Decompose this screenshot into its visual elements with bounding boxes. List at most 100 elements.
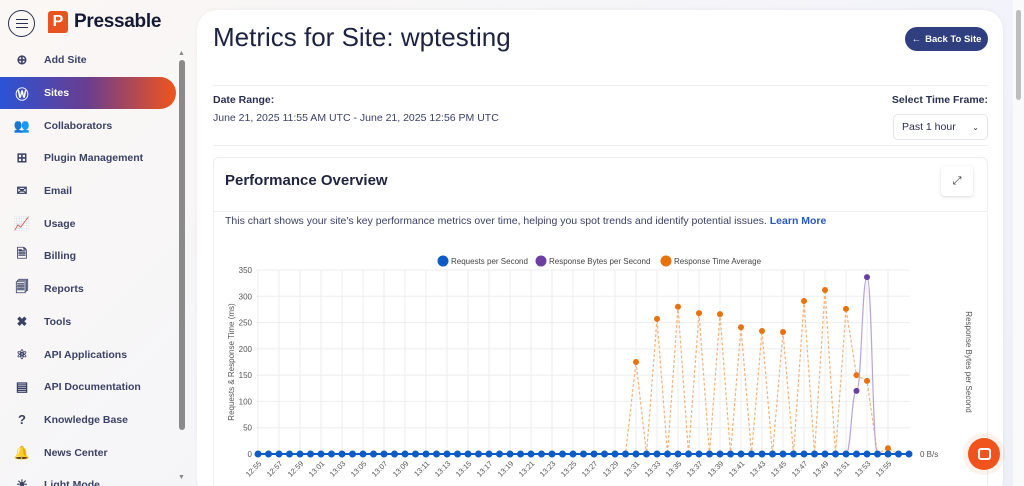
- panel-title: Performance Overview: [225, 172, 388, 189]
- divider: [214, 211, 987, 212]
- x-tick-label: 13:11: [412, 459, 431, 478]
- sidebar-item-billing[interactable]: 🗎 Billing: [0, 240, 178, 273]
- page-title: Metrics for Site: wptesting: [213, 22, 511, 52]
- book-icon: ▤: [15, 379, 29, 395]
- scroll-down-icon[interactable]: ▼: [178, 474, 185, 481]
- data-point: [863, 450, 871, 458]
- expand-button[interactable]: ⤢: [941, 166, 973, 196]
- data-point: [338, 450, 346, 458]
- x-tick-label: 13:43: [748, 459, 768, 479]
- hamburger-icon: [15, 22, 28, 25]
- x-tick-label: 13:41: [727, 459, 747, 479]
- y-tick-label: 100: [239, 397, 253, 406]
- data-point: [559, 450, 566, 458]
- menu-toggle-button[interactable]: [8, 10, 35, 37]
- sidebar-item-email[interactable]: ✉ Email: [0, 175, 178, 208]
- scroll-up-icon[interactable]: ▲: [178, 50, 185, 57]
- data-point: [296, 450, 304, 458]
- x-tick-label: 13:01: [307, 459, 327, 479]
- x-tick-label: 13:55: [874, 459, 894, 479]
- tools-icon: ✖: [16, 313, 28, 329]
- data-point: [843, 305, 849, 312]
- data-point: [832, 450, 839, 458]
- data-point: [380, 450, 388, 458]
- sidebar-item-light-mode[interactable]: ☀ Light Mode: [0, 469, 178, 486]
- data-point: [538, 450, 545, 458]
- chat-button[interactable]: [968, 438, 1000, 470]
- invoice-icon: 🗎: [16, 246, 28, 262]
- page-scroll-thumb[interactable]: [1016, 10, 1021, 100]
- x-tick-label: 13:03: [328, 459, 348, 479]
- data-point: [717, 311, 723, 318]
- x-tick-label: 13:09: [391, 459, 411, 479]
- sidebar-item-plugin-management[interactable]: ⊞ Plugin Management: [0, 142, 178, 175]
- data-point: [874, 450, 881, 458]
- data-point: [454, 450, 461, 458]
- sidebar-item-add-site[interactable]: ⊕ Add Site: [0, 44, 178, 77]
- x-tick-label: 13:33: [643, 459, 663, 479]
- sidebar-item-knowledge-base[interactable]: ? Knowledge Base: [0, 404, 178, 437]
- sidebar-item-sites[interactable]: Ⓦ Sites: [0, 76, 176, 110]
- data-point: [769, 450, 776, 458]
- sidebar-item-tools[interactable]: ✖ Tools: [0, 306, 178, 339]
- learn-more-link[interactable]: Learn More: [769, 215, 827, 227]
- data-point: [675, 303, 681, 310]
- sidebar-item-collaborators[interactable]: 👥 Collaborators: [0, 109, 178, 142]
- sidebar-scroll-thumb[interactable]: [179, 60, 185, 430]
- sidebar-item-label: Plugin Management: [44, 152, 144, 165]
- data-point: [622, 450, 629, 458]
- data-point: [695, 450, 703, 458]
- back-to-site-button[interactable]: ← Back To Site: [905, 27, 988, 51]
- data-point: [737, 450, 745, 458]
- data-point: [884, 450, 892, 458]
- sidebar-item-api-documentation[interactable]: ▤ API Documentation: [0, 371, 178, 404]
- data-point: [412, 450, 419, 458]
- data-point: [317, 450, 325, 458]
- report-icon: 🗐: [15, 279, 29, 295]
- data-point: [590, 450, 598, 458]
- data-point: [853, 450, 860, 458]
- y-tick-label: 350: [239, 266, 253, 275]
- date-range-value: June 21, 2025 11:55 AM UTC - June 21, 20…: [213, 112, 499, 124]
- sidebar-item-label: Usage: [44, 217, 76, 230]
- x-tick-label: 13:49: [811, 459, 831, 479]
- sidebar: P Pressable ⊕ Add Site Ⓦ Sites 👥 Collaborator…: [0, 0, 190, 486]
- data-point: [632, 450, 640, 458]
- data-point: [811, 450, 818, 458]
- x-tick-label: 13:05: [349, 459, 369, 479]
- timeframe-label: Select Time Frame:: [891, 94, 988, 106]
- sidebar-scrollbar[interactable]: ▲ ▼: [178, 50, 186, 481]
- divider: [213, 85, 988, 86]
- data-point: [864, 274, 870, 281]
- y-tick-label: 300: [239, 292, 253, 301]
- data-point: [801, 298, 807, 305]
- data-point: [779, 450, 787, 458]
- sidebar-item-api-applications[interactable]: ⚛ API Applications: [0, 338, 178, 371]
- sidebar-item-label: Email: [44, 185, 73, 198]
- data-point: [496, 450, 503, 458]
- x-tick-label: 13:27: [580, 459, 600, 479]
- page-scrollbar[interactable]: [1013, 0, 1024, 486]
- data-point: [885, 445, 891, 452]
- users-icon: 👥: [13, 117, 31, 133]
- legend-marker: [535, 255, 547, 267]
- back-to-site-label: Back To Site: [925, 33, 982, 45]
- timeframe-select[interactable]: Past 1 hour ⌄: [893, 114, 988, 140]
- data-point: [822, 286, 828, 293]
- data-point: [853, 372, 860, 379]
- sidebar-item-usage[interactable]: 📈 Usage: [0, 207, 178, 240]
- data-point: [443, 450, 451, 458]
- sidebar-item-reports[interactable]: 🗐 Reports: [0, 273, 178, 306]
- data-point: [905, 450, 913, 458]
- sidebar-item-news-center[interactable]: 🔔 News Center: [0, 436, 178, 469]
- x-tick-label: 13:35: [664, 459, 684, 479]
- sidebar-nav: ⊕ Add Site Ⓦ Sites 👥 Collaborators ⊞ Plugin Man…: [0, 44, 178, 486]
- data-point: [401, 450, 409, 458]
- data-point: [664, 450, 671, 458]
- data-point: [485, 450, 493, 458]
- x-tick-label: 12:59: [286, 459, 306, 479]
- data-point: [265, 450, 272, 458]
- date-range-label: Date Range:: [213, 94, 275, 106]
- data-point: [548, 450, 556, 458]
- logo[interactable]: P Pressable: [48, 11, 161, 33]
